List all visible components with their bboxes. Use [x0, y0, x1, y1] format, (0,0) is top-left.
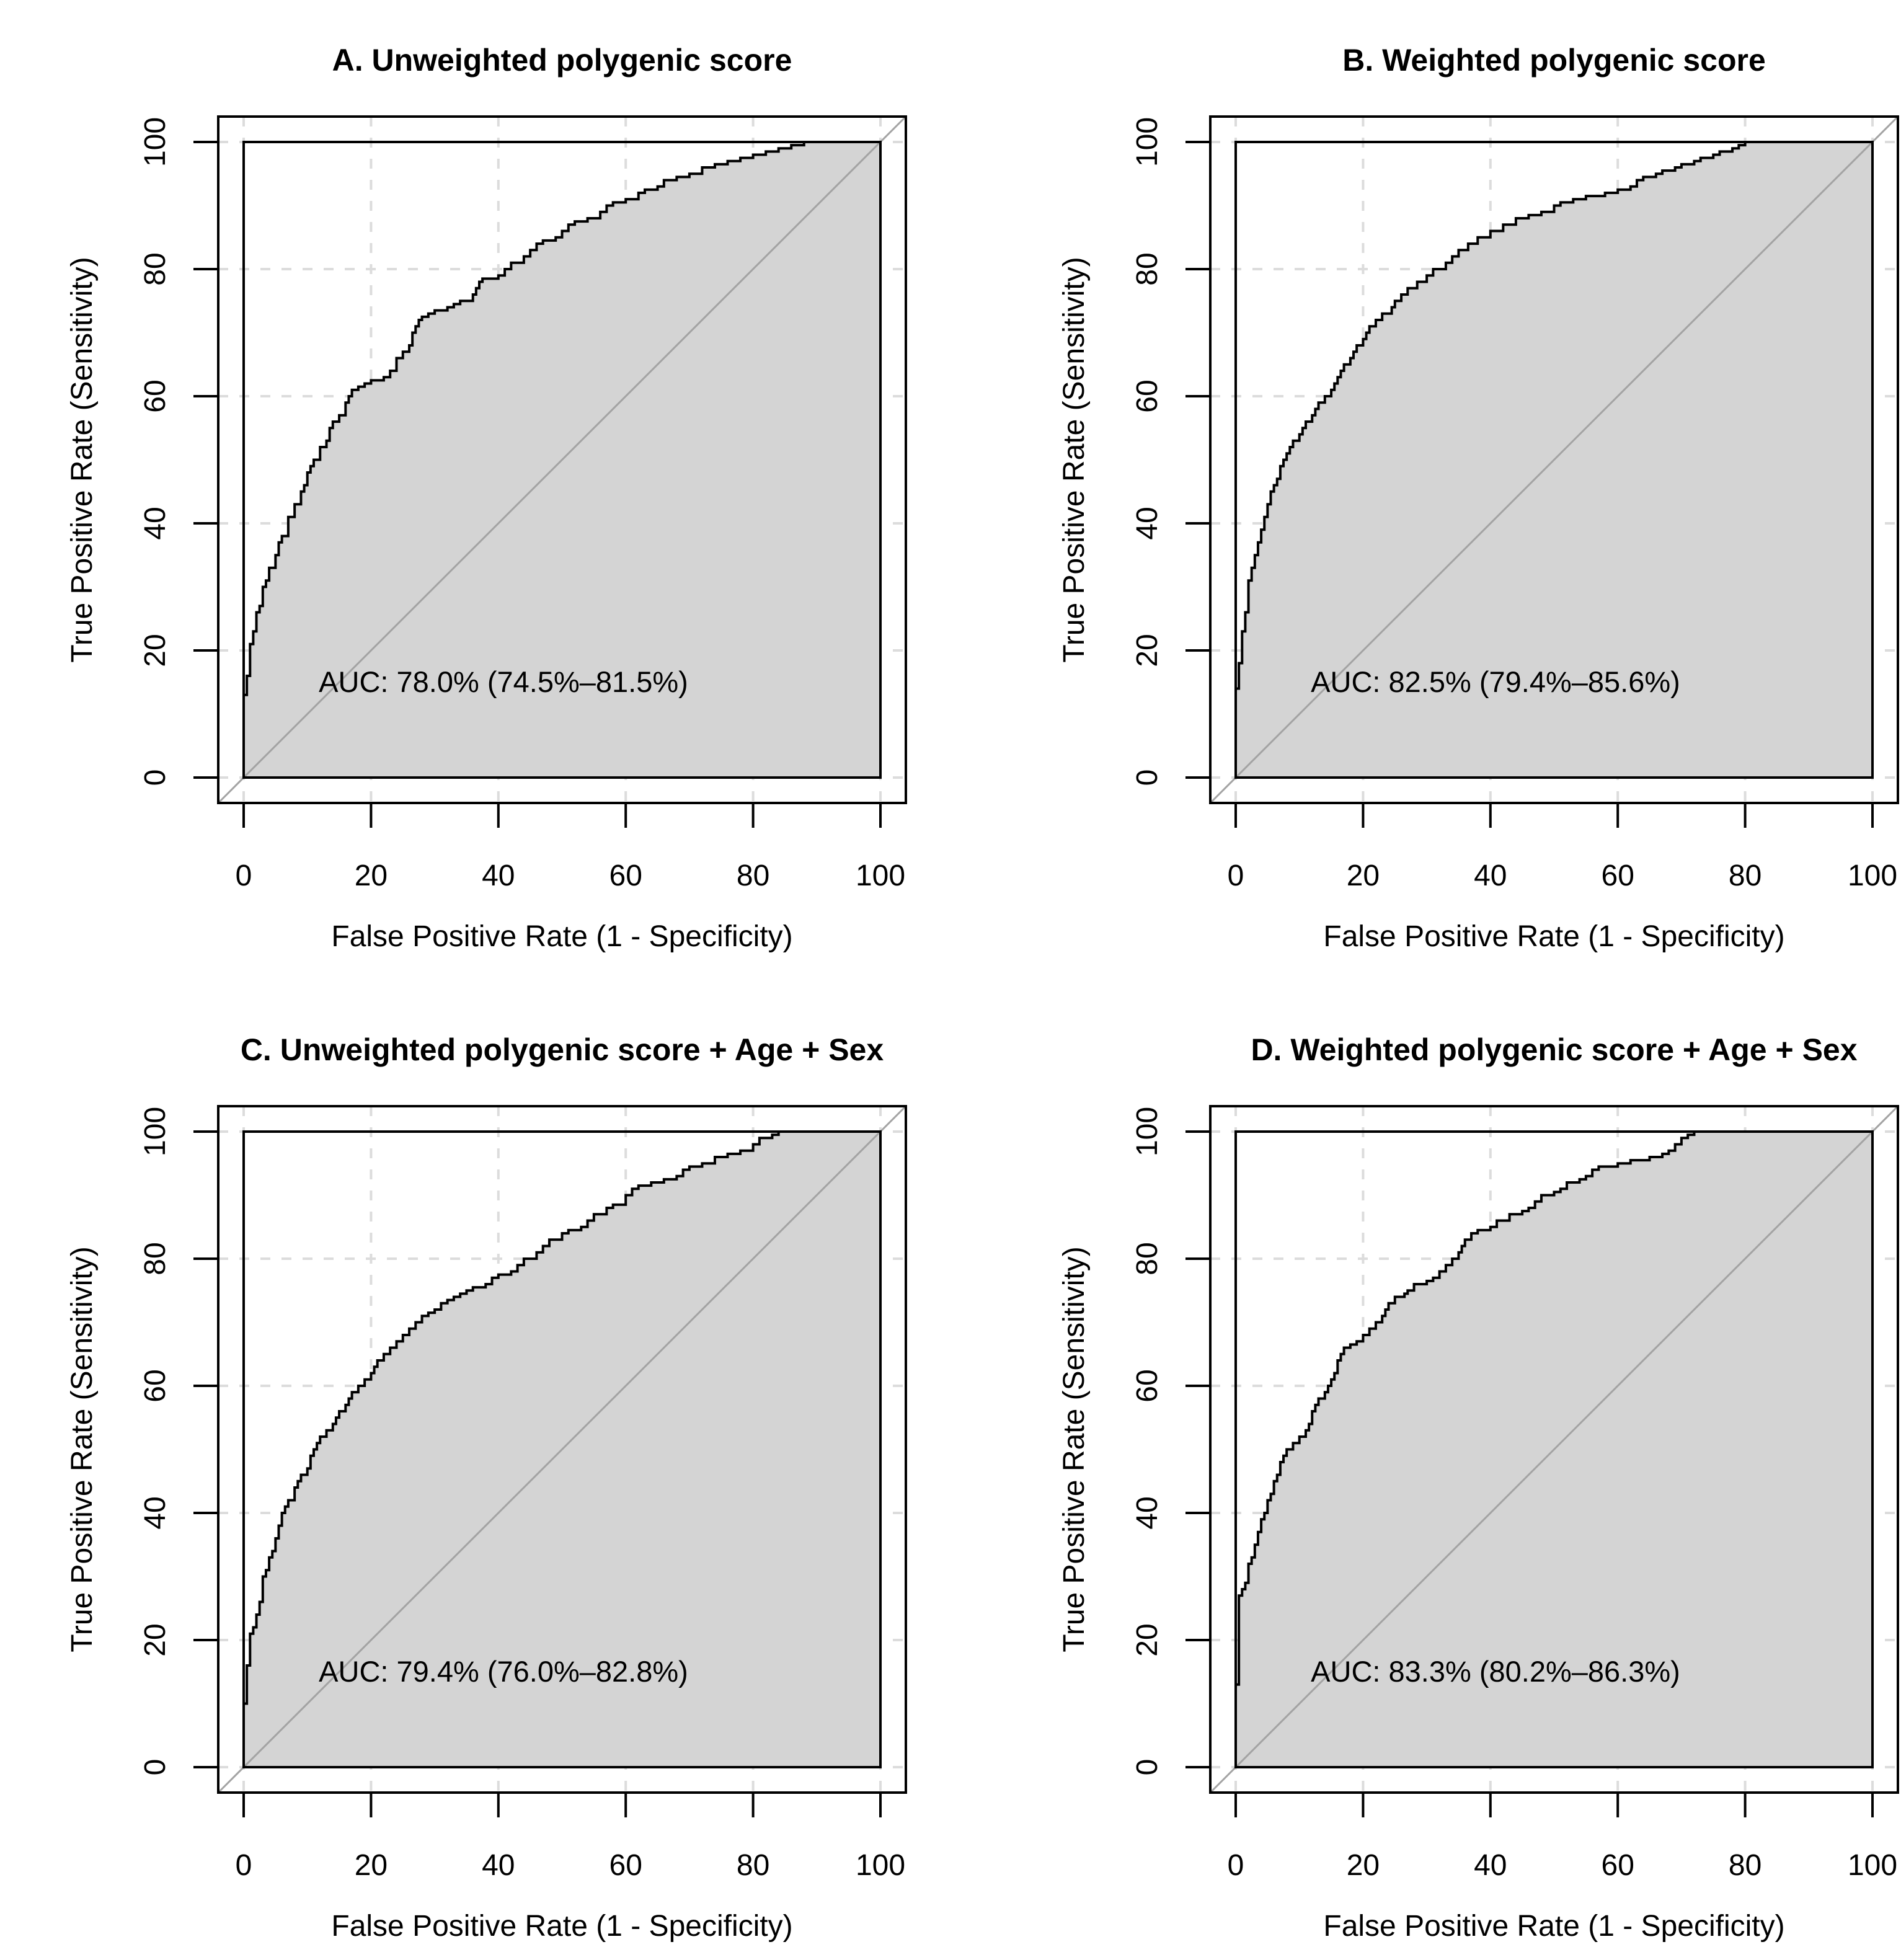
x-tick-label: 20 — [1347, 1849, 1380, 1882]
x-tick-label: 0 — [1228, 859, 1244, 892]
plot-frame — [217, 115, 907, 804]
x-tick-label: 80 — [737, 1849, 769, 1882]
x-axis-title: False Positive Rate (1 - Specificity) — [1323, 1910, 1784, 1943]
x-axis-title: False Positive Rate (1 - Specificity) — [1323, 920, 1784, 953]
x-tick-label: 0 — [236, 1849, 252, 1882]
x-tick-label: 0 — [1228, 1849, 1244, 1882]
axis-ticks — [193, 141, 882, 828]
panel-title: D. Weighted polygenic score + Age + Sex — [1251, 1032, 1857, 1067]
plot-frame — [1209, 115, 1899, 804]
y-tick-label: 60 — [1131, 1369, 1164, 1402]
y-tick-label: 0 — [139, 769, 172, 786]
roc-panel-c: 0 20 40 60 80 100 0 20 40 60 80 100 False Positive R… — [25, 1000, 975, 1960]
y-tick-label: 0 — [1131, 769, 1164, 786]
auc-label: AUC: 82.5% (79.4%–85.6%) — [1311, 665, 1680, 698]
y-tick-label: 40 — [1131, 507, 1164, 539]
x-tick-label: 100 — [856, 1849, 905, 1882]
panel-title: A. Unweighted polygenic score — [332, 43, 792, 78]
roc-plot-svg: 0 20 40 60 80 100 0 20 40 60 80 100 False Positive R… — [66, 1032, 907, 1943]
x-tick-label: 60 — [1602, 1849, 1634, 1882]
axis-ticks — [1185, 1130, 1874, 1817]
x-tick-label: 60 — [609, 859, 642, 892]
x-axis-title: False Positive Rate (1 - Specificity) — [331, 920, 792, 953]
x-tick-label: 100 — [1848, 1849, 1897, 1882]
max-auc-box — [1234, 1130, 1874, 1768]
x-tick-label: 20 — [355, 859, 388, 892]
y-tick-label: 40 — [1131, 1496, 1164, 1529]
roc-plot-svg: 0 20 40 60 80 100 0 20 40 60 80 100 False Positive R… — [1058, 43, 1899, 953]
y-axis-title: True Positive Rate (Sensitivity) — [66, 1246, 99, 1652]
y-tick-label: 60 — [1131, 379, 1164, 412]
x-tick-label: 80 — [1729, 859, 1761, 892]
y-tick-label: 80 — [1131, 1242, 1164, 1275]
y-tick-label: 0 — [139, 1759, 172, 1776]
roc-plot-svg: 0 20 40 60 80 100 0 20 40 60 80 100 False Positive R… — [1058, 1032, 1899, 1943]
roc-plot-svg: 0 20 40 60 80 100 0 20 40 60 80 100 False Positive R… — [66, 43, 907, 953]
x-tick-label: 80 — [1729, 1849, 1761, 1882]
y-tick-label: 100 — [1131, 1107, 1164, 1156]
y-tick-label: 80 — [139, 1242, 172, 1275]
panel-title: B. Weighted polygenic score — [1342, 43, 1766, 78]
diagonal-reference-line — [1209, 115, 1899, 804]
y-tick-label: 100 — [139, 1107, 172, 1156]
auc-label: AUC: 79.4% (76.0%–82.8%) — [319, 1655, 688, 1688]
max-auc-box — [242, 1130, 882, 1768]
plot-frame — [1209, 1105, 1899, 1794]
roc-panel-b: 0 20 40 60 80 100 0 20 40 60 80 100 False Positive R… — [1017, 10, 1901, 985]
y-tick-label: 40 — [139, 1496, 172, 1529]
x-tick-label: 40 — [1474, 859, 1507, 892]
x-tick-label: 80 — [737, 859, 769, 892]
max-auc-box — [1234, 141, 1874, 779]
x-tick-label: 40 — [482, 1849, 515, 1882]
x-tick-label: 100 — [856, 859, 905, 892]
x-tick-label: 20 — [355, 1849, 388, 1882]
y-tick-label: 0 — [1131, 1759, 1164, 1776]
y-axis-title: True Positive Rate (Sensitivity) — [66, 257, 99, 662]
axis-ticks — [1185, 141, 1874, 828]
axis-ticks — [193, 1130, 882, 1817]
y-tick-label: 100 — [1131, 117, 1164, 167]
roc-panel-a: 0 20 40 60 80 100 0 20 40 60 80 100 False Positive R… — [25, 10, 975, 985]
x-tick-label: 20 — [1347, 859, 1380, 892]
diagonal-reference-line — [1209, 1105, 1899, 1794]
max-auc-box — [242, 141, 882, 779]
y-axis-title: True Positive Rate (Sensitivity) — [1058, 1246, 1091, 1652]
y-tick-label: 20 — [1131, 634, 1164, 667]
y-tick-label: 100 — [139, 117, 172, 167]
y-tick-label: 80 — [1131, 252, 1164, 285]
x-tick-label: 60 — [609, 1849, 642, 1882]
x-tick-label: 40 — [482, 859, 515, 892]
y-tick-label: 40 — [139, 507, 172, 539]
x-tick-label: 100 — [1848, 859, 1897, 892]
panel-title: C. Unweighted polygenic score + Age + Se… — [241, 1032, 884, 1067]
diagonal-reference-line — [217, 115, 907, 804]
x-tick-label: 60 — [1602, 859, 1634, 892]
y-tick-label: 80 — [139, 252, 172, 285]
auc-label: AUC: 78.0% (74.5%–81.5%) — [319, 665, 688, 698]
diagonal-reference-line — [217, 1105, 907, 1794]
y-tick-label: 20 — [139, 634, 172, 667]
x-tick-label: 40 — [1474, 1849, 1507, 1882]
y-tick-label: 20 — [139, 1623, 172, 1656]
x-tick-label: 0 — [236, 859, 252, 892]
auc-label: AUC: 83.3% (80.2%–86.3%) — [1311, 1655, 1680, 1688]
roc-panel-d: 0 20 40 60 80 100 0 20 40 60 80 100 False Positive R… — [1017, 1000, 1901, 1960]
y-tick-label: 60 — [139, 1369, 172, 1402]
y-tick-label: 60 — [139, 379, 172, 412]
y-axis-title: True Positive Rate (Sensitivity) — [1058, 257, 1091, 662]
plot-frame — [217, 1105, 907, 1794]
y-tick-label: 20 — [1131, 1623, 1164, 1656]
x-axis-title: False Positive Rate (1 - Specificity) — [331, 1910, 792, 1943]
